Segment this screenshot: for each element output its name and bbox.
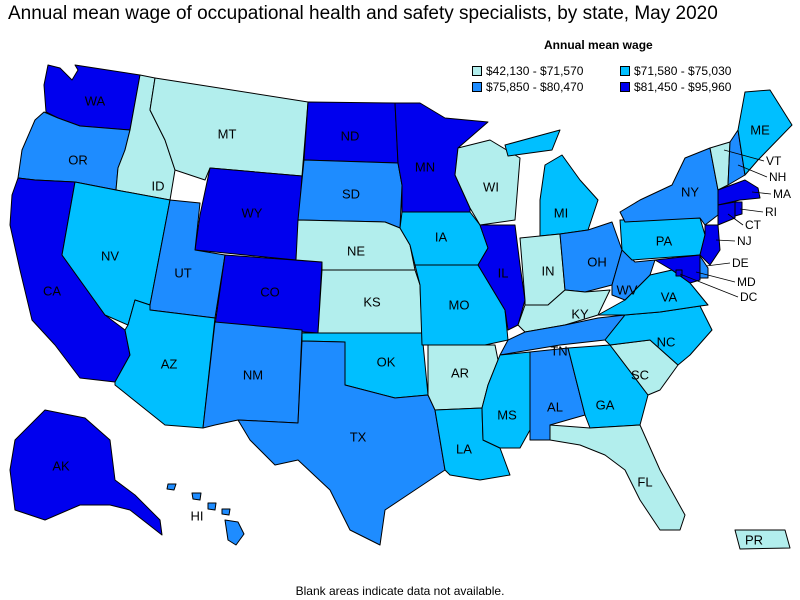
state-pr[interactable] bbox=[734, 529, 791, 550]
state-ny[interactable] bbox=[619, 147, 719, 226]
state-fl[interactable] bbox=[549, 424, 686, 531]
callout-dc: DC bbox=[740, 290, 758, 304]
state-dc[interactable] bbox=[675, 269, 683, 277]
legend-label: $75,850 - $80,470 bbox=[486, 80, 584, 94]
leader-line bbox=[727, 213, 744, 226]
map-title: Annual mean wage of occupational health … bbox=[8, 3, 718, 24]
legend-item-3: $75,850 - $80,470 bbox=[472, 80, 583, 94]
legend-label: $42,130 - $71,570 bbox=[486, 64, 584, 78]
callout-nj: NJ bbox=[737, 234, 752, 248]
state-ct[interactable] bbox=[717, 201, 736, 226]
state-wi[interactable] bbox=[454, 139, 521, 226]
state-ks[interactable] bbox=[317, 269, 423, 334]
legend-title: Annual mean wage bbox=[544, 38, 653, 52]
leader-line bbox=[705, 262, 731, 267]
state-md[interactable] bbox=[654, 254, 701, 284]
legend-swatch bbox=[620, 66, 630, 76]
leader-line bbox=[723, 149, 765, 162]
legend-label: $81,450 - $95,960 bbox=[634, 80, 732, 94]
state-me[interactable] bbox=[737, 89, 793, 176]
callout-nh: NH bbox=[769, 170, 786, 184]
legend-item-4: $81,450 - $95,960 bbox=[620, 80, 731, 94]
state-nm[interactable] bbox=[202, 321, 303, 429]
state-in[interactable] bbox=[519, 233, 566, 306]
state-wy[interactable] bbox=[194, 167, 303, 261]
state-ak[interactable] bbox=[9, 409, 163, 536]
leader-line bbox=[737, 164, 768, 178]
state-nd[interactable] bbox=[303, 101, 399, 164]
callout-de: DE bbox=[732, 256, 749, 270]
callout-vt: VT bbox=[766, 154, 782, 168]
state-mi[interactable] bbox=[504, 129, 599, 237]
footnote: Blank areas indicate data not available. bbox=[295, 584, 505, 598]
us-map: WA OR CA ID NV MT WY UT AZ CO NM ND SD N… bbox=[9, 64, 793, 550]
legend-swatch bbox=[472, 66, 482, 76]
leader-line bbox=[751, 191, 772, 195]
state-sd[interactable] bbox=[297, 159, 403, 229]
state-ia[interactable] bbox=[399, 211, 489, 266]
leader-line bbox=[715, 239, 736, 242]
leader-line bbox=[695, 271, 736, 283]
callout-md: MD bbox=[737, 275, 756, 289]
state-hi[interactable] bbox=[166, 483, 245, 546]
callout-ma: MA bbox=[773, 187, 791, 201]
state-az[interactable] bbox=[114, 299, 216, 429]
state-tx[interactable] bbox=[237, 340, 446, 546]
legend-swatch bbox=[620, 82, 630, 92]
callout-ri: RI bbox=[765, 205, 777, 219]
legend-item-1: $42,130 - $71,570 bbox=[472, 64, 583, 78]
state-pa[interactable] bbox=[619, 217, 706, 261]
legend-swatch bbox=[472, 82, 482, 92]
state-co[interactable] bbox=[214, 254, 323, 334]
callout-ct: CT bbox=[745, 218, 762, 232]
leader-line bbox=[739, 208, 764, 213]
state-label-hi: HI bbox=[191, 509, 204, 524]
state-il[interactable] bbox=[477, 224, 526, 331]
state-ri[interactable] bbox=[734, 201, 743, 217]
legend-label: $71,580 - $75,030 bbox=[634, 64, 732, 78]
leader-line bbox=[679, 273, 739, 298]
state-mt[interactable] bbox=[149, 77, 309, 181]
legend-item-2: $71,580 - $75,030 bbox=[620, 64, 731, 78]
